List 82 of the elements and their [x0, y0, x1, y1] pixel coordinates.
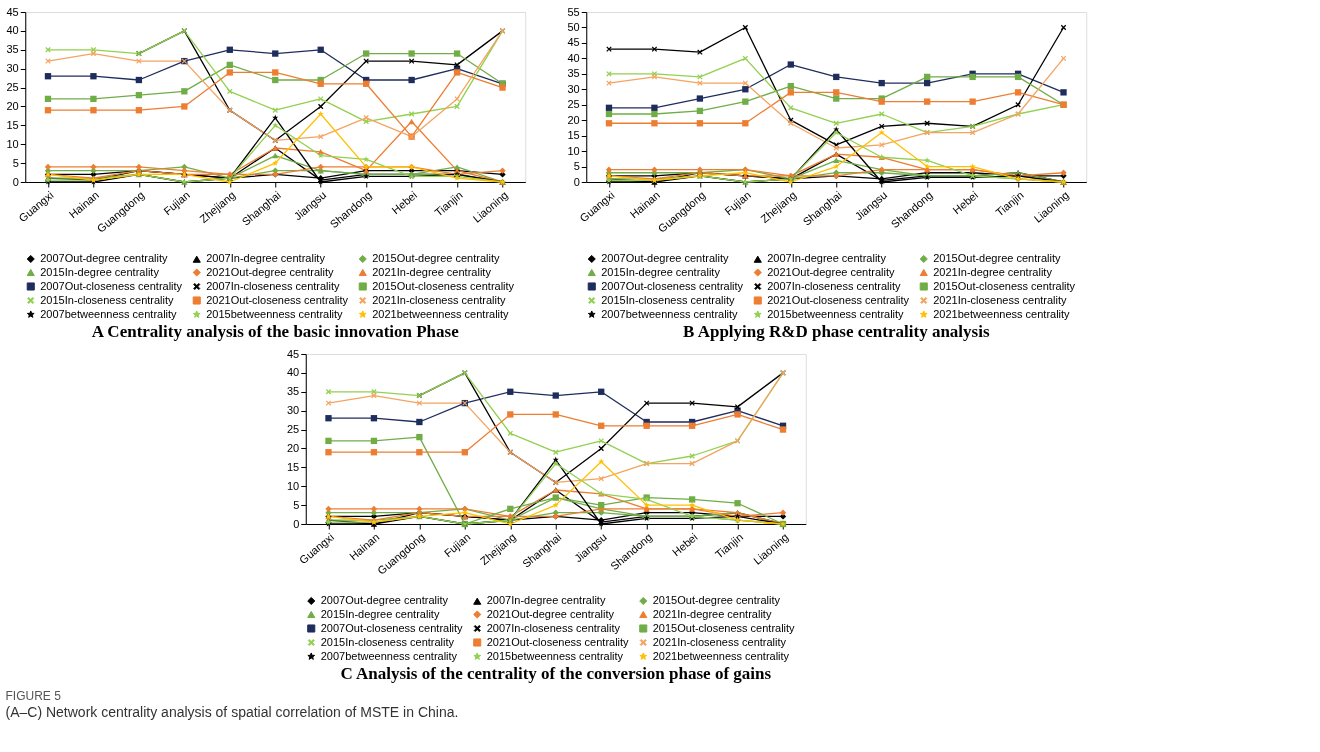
y-tick-label: 15 [287, 460, 300, 473]
legend-label: 2015In-degree centrality [40, 265, 160, 278]
y-tick-label: 30 [287, 404, 300, 417]
y-tick-label: 20 [567, 113, 580, 126]
y-tick-label: 15 [6, 118, 19, 131]
legend-label: 2007In-closeness centrality [206, 279, 341, 292]
y-tick-label: 10 [287, 479, 300, 492]
legend-label: 2015In-closeness centrality [320, 635, 455, 648]
legend-label: 2015Out-closeness centrality [933, 279, 1076, 292]
legend-label: 2021Out-closeness centrality [486, 635, 630, 648]
legend-label: 2015In-degree centrality [601, 265, 721, 278]
y-tick-label: 45 [287, 347, 300, 360]
y-tick-label: 30 [567, 82, 580, 95]
y-tick-label: 45 [6, 5, 19, 18]
legend-label: 2015Out-degree centrality [372, 251, 500, 264]
y-tick-label: 20 [6, 99, 19, 112]
legend-label: 2007In-closeness centrality [767, 279, 902, 292]
y-tick-label: 10 [567, 144, 580, 157]
legend-label: 2021betweenness centrality [933, 307, 1071, 320]
legend-label: 2015Out-degree centrality [933, 251, 1061, 264]
legend-label: 2021betweenness centrality [372, 307, 510, 320]
y-tick-label: 55 [567, 5, 580, 18]
legend-label: 2015betweenness centrality [206, 307, 344, 320]
y-tick-label: 0 [293, 517, 300, 530]
legend-label: 2021In-closeness centrality [933, 293, 1068, 306]
text: A Centrality analysis of the basic innovation Phase [91, 322, 460, 341]
y-tick-label: 40 [287, 366, 300, 379]
y-tick-label: 25 [6, 81, 19, 94]
y-tick-label: 25 [287, 423, 300, 436]
legend-label: 2007betweenness centrality [601, 307, 739, 320]
legend-label: 2015Out-closeness centrality [652, 621, 796, 634]
text: (A–C) Network centrality analysis of spatial correlation of MSTE in China. [5, 703, 459, 720]
y-tick-label: 35 [6, 43, 19, 56]
y-tick-label: 5 [293, 498, 300, 511]
y-tick-label: 5 [573, 160, 580, 173]
legend-label: 2015betweenness centrality [767, 307, 905, 320]
legend-label: 2021Out-closeness centrality [767, 293, 910, 306]
legend-label: 2007Out-degree centrality [40, 251, 168, 264]
legend-label: 2021Out-closeness centrality [206, 293, 349, 306]
legend-label: 2021In-closeness centrality [372, 293, 507, 306]
legend-label: 2007In-degree centrality [486, 594, 606, 607]
legend-label: 2007In-degree centrality [206, 252, 326, 265]
legend-label: 2007In-closeness centrality [486, 621, 621, 634]
legend-label: 2007Out-degree centrality [320, 593, 449, 606]
y-tick-label: 40 [567, 51, 580, 64]
caption: FIGURE 5 [5, 688, 62, 703]
legend-label: 2021In-degree centrality [933, 265, 1053, 278]
text: C Analysis of the centrality of the conversion phase of gains [340, 664, 772, 683]
y-tick-label: 45 [567, 36, 580, 49]
legend-label: 2021In-degree centrality [652, 607, 772, 620]
y-tick-label: 10 [6, 137, 19, 150]
legend-label: 2021Out-degree centrality [206, 265, 334, 278]
legend-label: 2007Out-closeness centrality [320, 621, 464, 634]
y-tick-label: 20 [287, 441, 300, 454]
legend-label: 2015In-closeness centrality [601, 293, 736, 306]
legend-label: 2021Out-degree centrality [767, 265, 895, 278]
legend-label: 2015In-degree centrality [320, 607, 440, 620]
legend-label: 2007Out-closeness centrality [601, 279, 744, 292]
y-tick-label: 40 [6, 24, 19, 37]
legend-label: 2007Out-degree centrality [601, 251, 729, 264]
y-tick-label: 5 [12, 156, 19, 169]
y-tick-label: 35 [287, 385, 300, 398]
legend-label: 2021In-closeness centrality [652, 635, 787, 648]
legend-label: 2015In-closeness centrality [40, 293, 175, 306]
legend-label: 2007betweenness centrality [320, 649, 458, 662]
legend-label: 2015Out-degree centrality [652, 593, 781, 606]
legend-label: 2021In-degree centrality [372, 265, 492, 278]
text: B Applying R&D phase centrality analysis [682, 322, 990, 341]
y-tick-label: 50 [567, 20, 580, 33]
y-tick-label: 0 [12, 175, 19, 188]
legend-label: 2015Out-closeness centrality [372, 279, 515, 292]
y-tick-label: 0 [573, 175, 580, 188]
y-tick-label: 25 [567, 98, 580, 111]
y-tick-label: 15 [567, 129, 580, 142]
legend-label: 2007In-degree centrality [767, 252, 887, 265]
y-tick-label: 35 [567, 67, 580, 80]
legend-label: 2021betweenness centrality [652, 649, 790, 662]
legend-label: 2021Out-degree centrality [486, 607, 615, 620]
legend-label: 2007Out-closeness centrality [40, 279, 183, 292]
y-tick-label: 30 [6, 62, 19, 75]
legend-label: 2015betweenness centrality [486, 649, 624, 662]
legend-label: 2007betweenness centrality [40, 307, 178, 320]
